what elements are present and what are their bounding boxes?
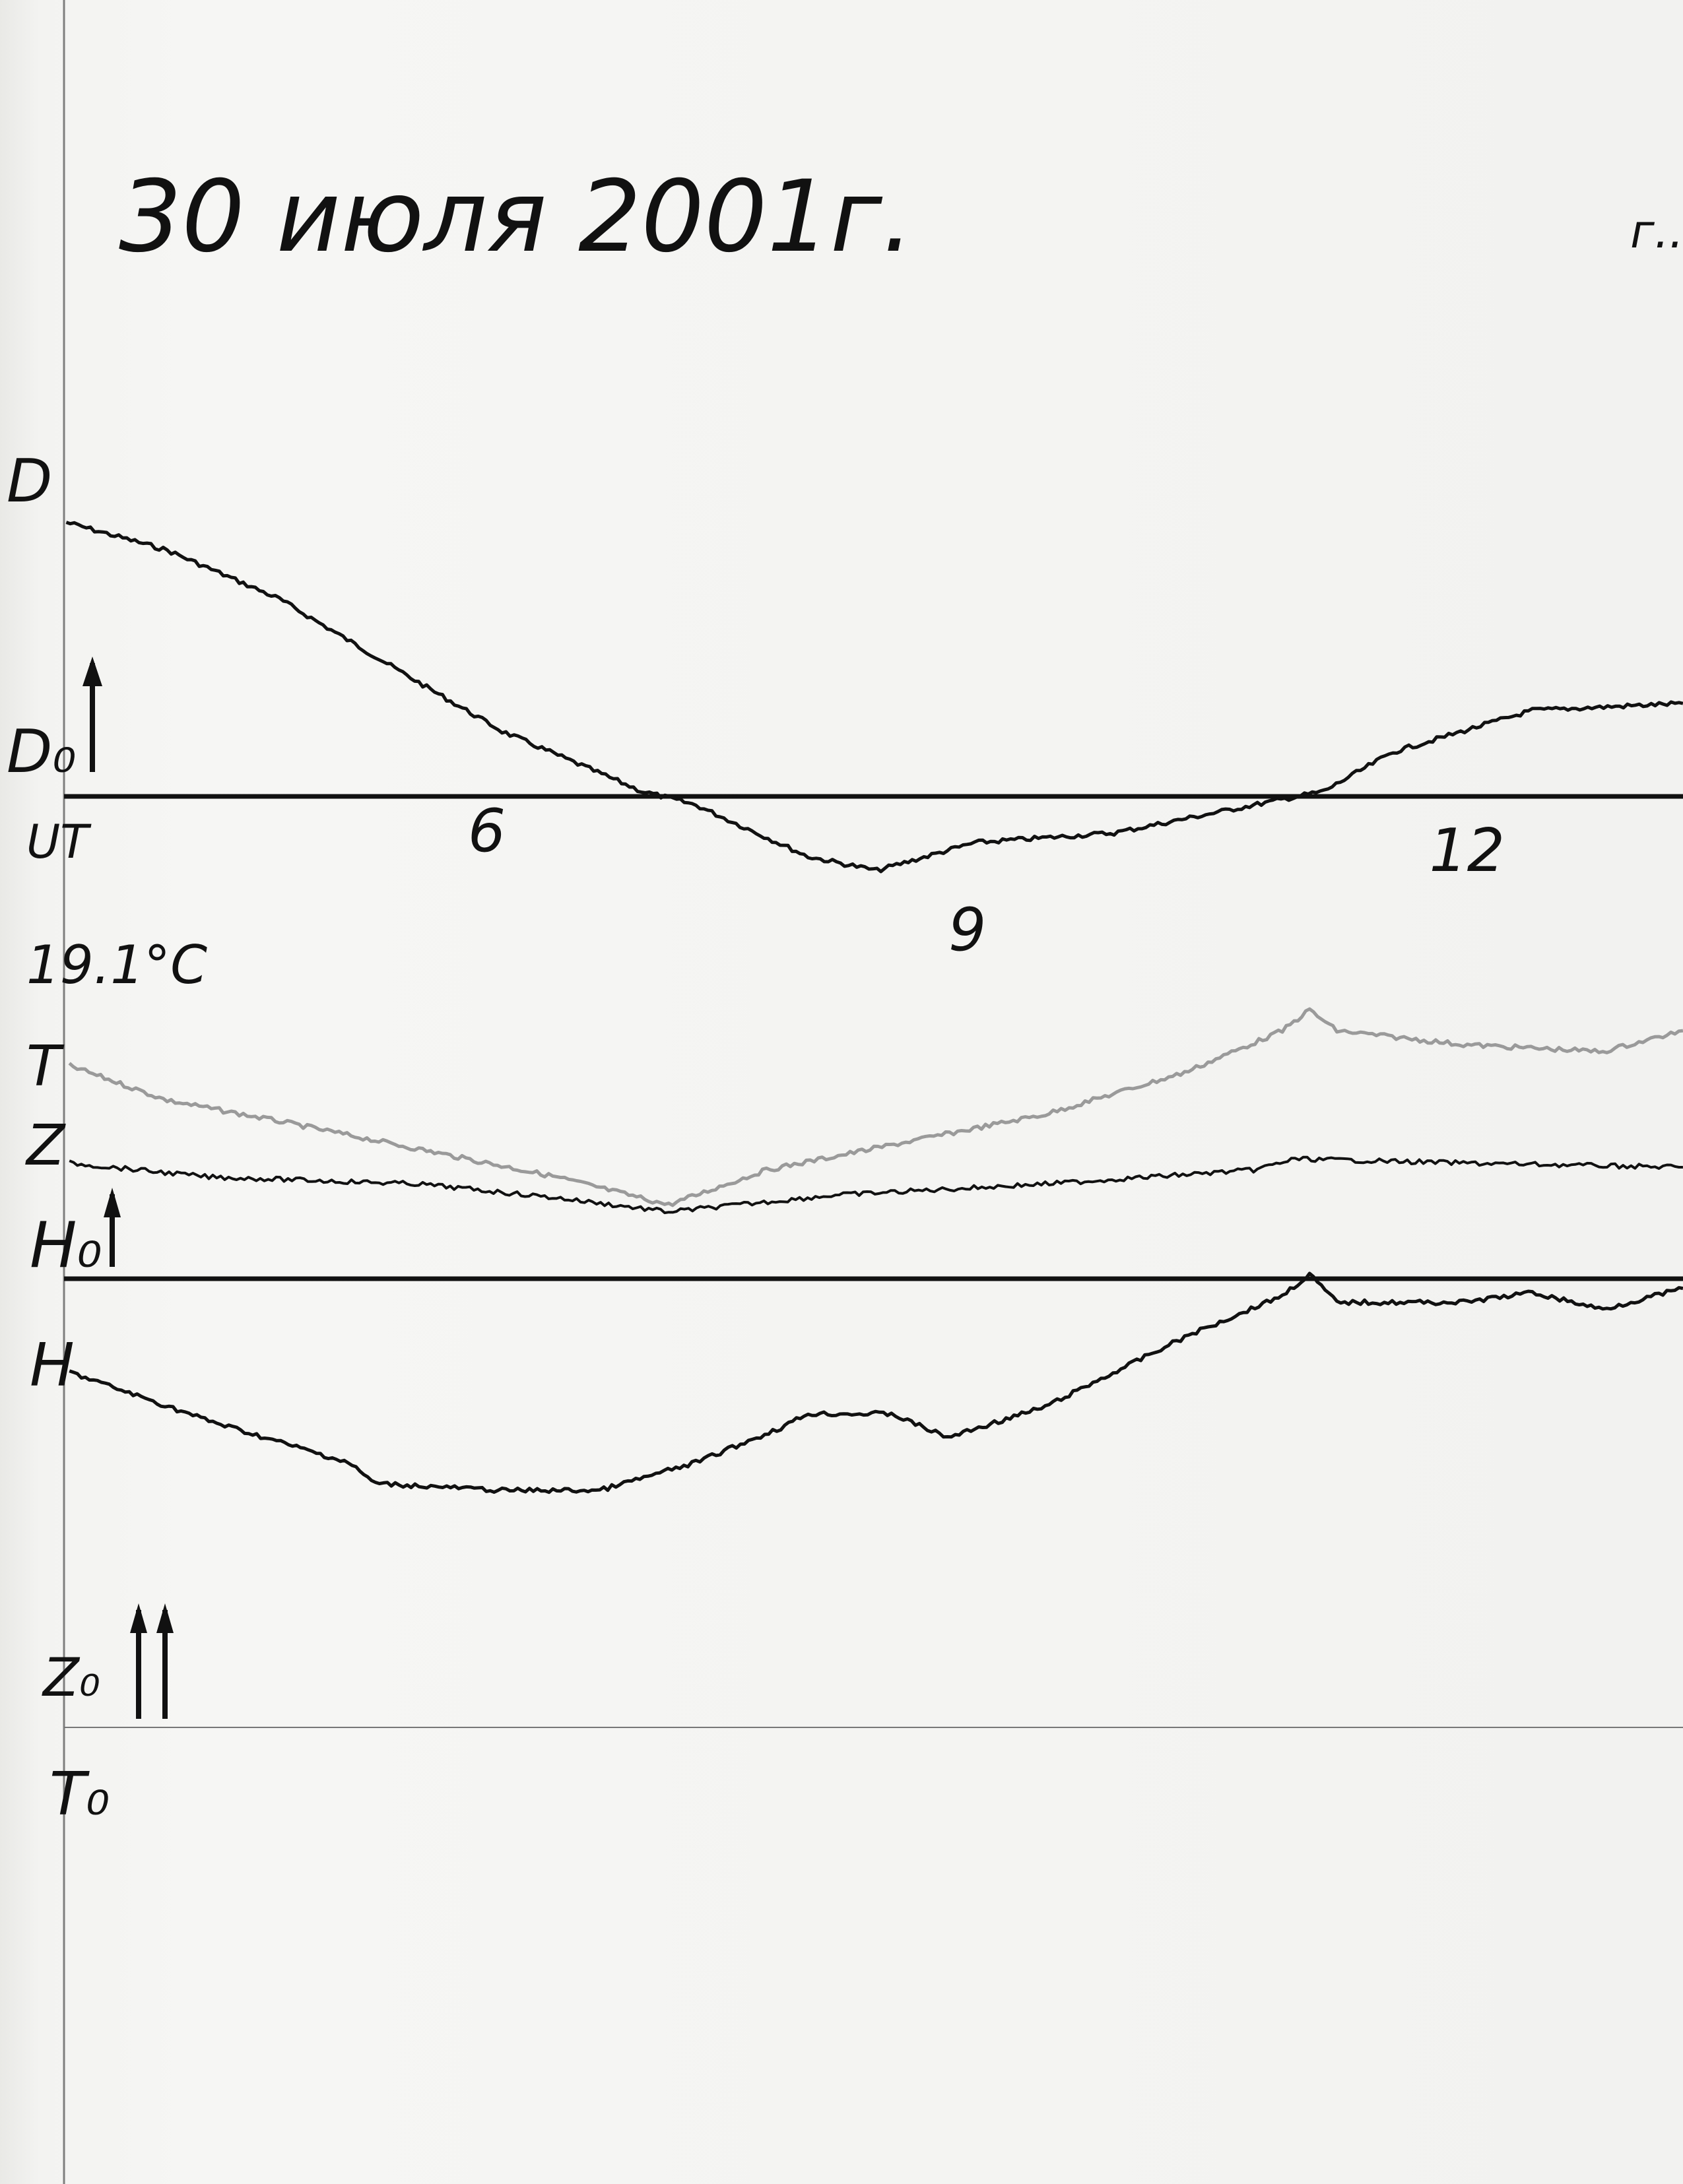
arrow-up-icon — [82, 657, 102, 772]
double-arrow-up-icon — [130, 1603, 174, 1719]
label-d0: D₀ — [7, 717, 76, 787]
label-z: Z — [25, 1113, 66, 1178]
label-h: H — [30, 1331, 75, 1400]
label-z0: Z₀ — [42, 1647, 100, 1708]
label-t: T — [26, 1034, 65, 1099]
x-tick-9: 9 — [948, 895, 986, 965]
x-tick-12: 12 — [1429, 816, 1505, 885]
trace-h — [69, 1271, 1683, 1494]
label-ut: UT — [26, 815, 92, 869]
arrow-up-icon — [104, 1188, 121, 1267]
temperature-label: 19.1°C — [26, 934, 207, 996]
trace-z — [69, 1155, 1683, 1215]
trace-t — [68, 1007, 1683, 1207]
corner-mark: г.. — [1630, 205, 1683, 259]
trace-d — [65, 521, 1683, 874]
x-tick-6: 6 — [468, 796, 506, 866]
label-d: D — [7, 447, 52, 516]
label-h0: H₀ — [30, 1209, 102, 1282]
page-title: 30 июля 2001г. — [119, 160, 913, 274]
label-t0: T₀ — [50, 1760, 110, 1829]
